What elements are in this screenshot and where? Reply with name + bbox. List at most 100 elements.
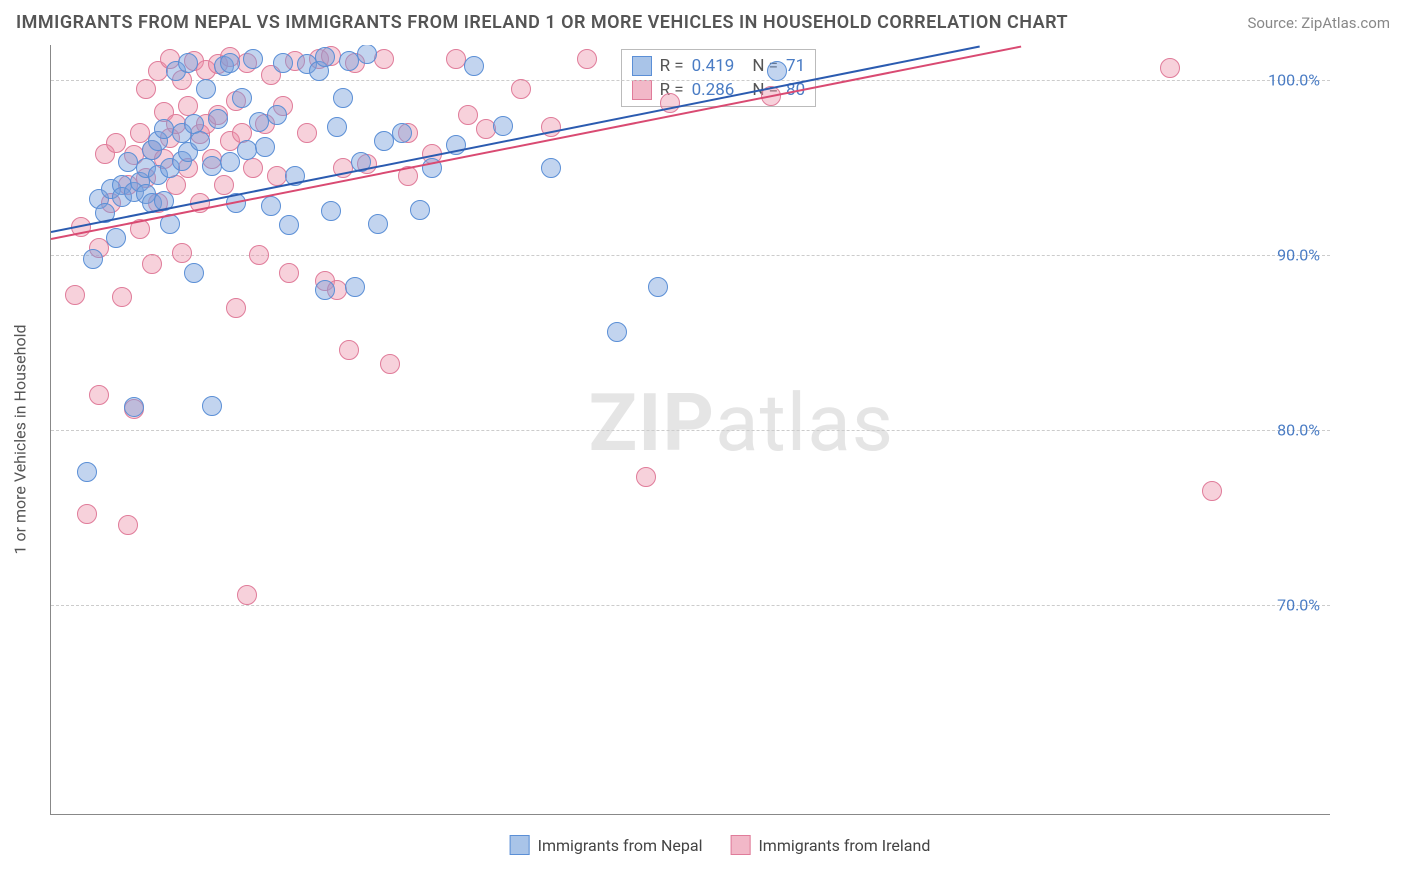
data-point-nepal xyxy=(368,214,388,234)
x-tick-mark xyxy=(289,814,290,815)
data-point-nepal xyxy=(106,228,126,248)
legend-label: Immigrants from Ireland xyxy=(758,836,930,855)
data-point-nepal xyxy=(333,88,353,108)
data-point-ireland xyxy=(374,49,394,69)
data-point-nepal xyxy=(315,280,335,300)
data-point-nepal xyxy=(493,116,513,136)
x-tick-mark xyxy=(765,814,766,815)
data-point-ireland xyxy=(339,340,359,360)
x-tick-mark xyxy=(527,814,528,815)
data-point-ireland xyxy=(65,285,85,305)
series-legend: Immigrants from Nepal Immigrants from Ire… xyxy=(510,835,931,855)
data-point-nepal xyxy=(184,263,204,283)
x-tick-mark xyxy=(1063,814,1064,815)
scatter-plot: ZIPatlas R =0.419N =71R =0.286N =80 70.0… xyxy=(50,45,1330,815)
data-point-nepal xyxy=(410,200,430,220)
y-tick-label: 70.0% xyxy=(1277,596,1320,615)
data-point-nepal xyxy=(345,277,365,297)
data-point-nepal xyxy=(77,462,97,482)
data-point-nepal xyxy=(243,49,263,69)
data-point-ireland xyxy=(279,263,299,283)
data-point-nepal xyxy=(202,396,222,416)
legend-swatch xyxy=(632,80,652,100)
legend-r-value: 0.419 xyxy=(692,56,735,76)
data-point-nepal xyxy=(232,88,252,108)
legend-swatch xyxy=(632,56,652,76)
x-tick-mark xyxy=(587,814,588,815)
data-point-ireland xyxy=(226,298,246,318)
x-tick-mark xyxy=(646,814,647,815)
data-point-ireland xyxy=(297,123,317,143)
data-point-nepal xyxy=(83,249,103,269)
chart-container: 1 or more Vehicles in Household ZIPatlas… xyxy=(50,45,1390,815)
data-point-nepal xyxy=(255,137,275,157)
data-point-nepal xyxy=(261,196,281,216)
watermark: ZIPatlas xyxy=(589,376,894,470)
data-point-nepal xyxy=(124,397,144,417)
y-tick-label: 90.0% xyxy=(1277,246,1320,265)
y-tick-label: 100.0% xyxy=(1268,71,1320,90)
data-point-nepal xyxy=(327,117,347,137)
data-point-nepal xyxy=(374,131,394,151)
x-tick-mark xyxy=(1301,814,1302,815)
data-point-nepal xyxy=(541,158,561,178)
y-tick-label: 80.0% xyxy=(1277,421,1320,440)
gridline xyxy=(51,255,1330,256)
data-point-ireland xyxy=(237,585,257,605)
data-point-nepal xyxy=(648,277,668,297)
watermark-bold: ZIP xyxy=(589,376,716,470)
data-point-ireland xyxy=(142,254,162,274)
x-tick-mark xyxy=(944,814,945,815)
data-point-ireland xyxy=(458,105,478,125)
data-point-nepal xyxy=(464,56,484,76)
data-point-ireland xyxy=(172,243,192,263)
data-point-ireland xyxy=(89,385,109,405)
x-tick-mark xyxy=(468,814,469,815)
data-point-nepal xyxy=(220,53,240,73)
data-point-nepal xyxy=(273,53,293,73)
data-point-ireland xyxy=(511,79,531,99)
data-point-nepal xyxy=(392,123,412,143)
legend-label: Immigrants from Nepal xyxy=(538,836,703,855)
data-point-ireland xyxy=(1160,58,1180,78)
gridline xyxy=(51,80,1330,81)
data-point-ireland xyxy=(636,467,656,487)
data-point-nepal xyxy=(202,156,222,176)
x-tick-mark xyxy=(1123,814,1124,815)
data-point-nepal xyxy=(767,61,787,81)
data-point-ireland xyxy=(476,119,496,139)
legend-swatch xyxy=(510,835,530,855)
data-point-nepal xyxy=(178,53,198,73)
gridline xyxy=(51,430,1330,431)
legend-swatch xyxy=(730,835,750,855)
x-tick-mark xyxy=(1182,814,1183,815)
x-tick-mark xyxy=(884,814,885,815)
data-point-ireland xyxy=(136,79,156,99)
data-point-nepal xyxy=(118,152,138,172)
data-point-ireland xyxy=(380,354,400,374)
y-axis-title: 1 or more Vehicles in Household xyxy=(11,324,30,554)
watermark-light: atlas xyxy=(715,376,894,470)
x-tick-mark xyxy=(408,814,409,815)
legend-n-value: 71 xyxy=(786,56,805,76)
data-point-nepal xyxy=(190,131,210,151)
chart-title: IMMIGRANTS FROM NEPAL VS IMMIGRANTS FROM… xyxy=(16,12,1068,33)
x-tick-mark xyxy=(825,814,826,815)
legend-item-ireland: Immigrants from Ireland xyxy=(730,835,930,855)
chart-header: IMMIGRANTS FROM NEPAL VS IMMIGRANTS FROM… xyxy=(0,0,1406,39)
data-point-nepal xyxy=(237,140,257,160)
x-tick-mark xyxy=(170,814,171,815)
data-point-ireland xyxy=(112,287,132,307)
legend-r-label: R = xyxy=(660,56,684,76)
gridline xyxy=(51,605,1330,606)
data-point-ireland xyxy=(118,515,138,535)
chart-source: Source: ZipAtlas.com xyxy=(1247,14,1390,32)
x-tick-mark xyxy=(706,814,707,815)
data-point-ireland xyxy=(243,158,263,178)
legend-item-nepal: Immigrants from Nepal xyxy=(510,835,703,855)
data-point-nepal xyxy=(196,79,216,99)
data-point-nepal xyxy=(607,322,627,342)
data-point-nepal xyxy=(267,105,287,125)
data-point-nepal xyxy=(154,119,174,139)
x-tick-mark xyxy=(1242,814,1243,815)
